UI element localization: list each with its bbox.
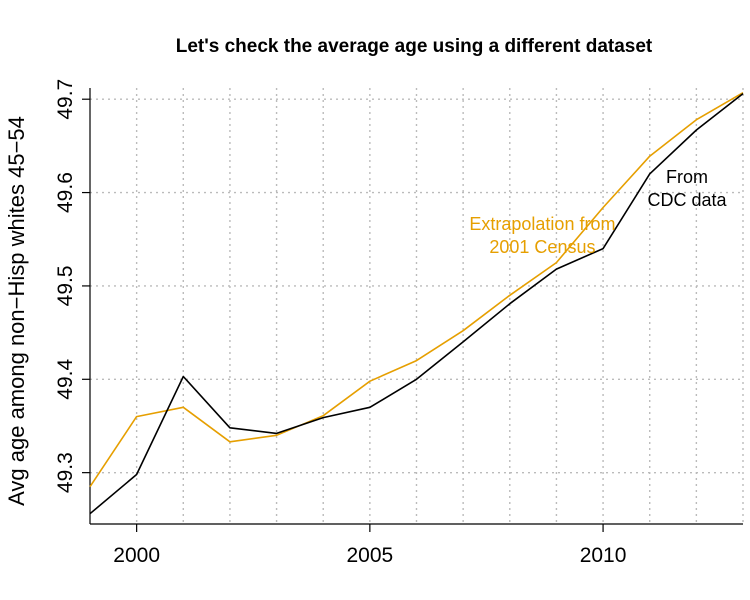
axes: 49.3 49.4 49.5 49.6 49.7 2000 2005 2010 <box>54 79 743 567</box>
series-line-census <box>89 92 744 488</box>
chart-title: Let's check the average age using a diff… <box>176 36 653 57</box>
annotation-census-line: Extrapolation from <box>469 214 615 234</box>
annotation-census-line: 2001 Census <box>489 237 595 257</box>
gridlines <box>90 88 744 524</box>
annotation-census: Extrapolation from 2001 Census <box>469 214 615 257</box>
x-tick-label: 2005 <box>346 544 393 567</box>
y-tick-label: 49.5 <box>54 265 77 306</box>
y-tick-label: 49.6 <box>54 172 77 213</box>
x-tick-label: 2000 <box>113 544 160 567</box>
y-tick-label: 49.7 <box>54 79 77 120</box>
y-axis-label: Avg age among non−Hisp whites 45−54 <box>4 116 29 506</box>
x-tick-label: 2010 <box>580 544 627 567</box>
annotation-cdc-line: CDC data <box>648 190 728 210</box>
y-tick-label: 49.3 <box>54 452 77 493</box>
annotation-cdc-line: From <box>666 167 708 187</box>
series-line-cdc <box>89 92 744 515</box>
plot-area <box>89 92 744 515</box>
annotations: Extrapolation from 2001 Census From CDC dat… <box>469 167 727 257</box>
annotation-cdc: From CDC data <box>648 167 728 210</box>
y-tick-label: 49.4 <box>54 359 77 400</box>
